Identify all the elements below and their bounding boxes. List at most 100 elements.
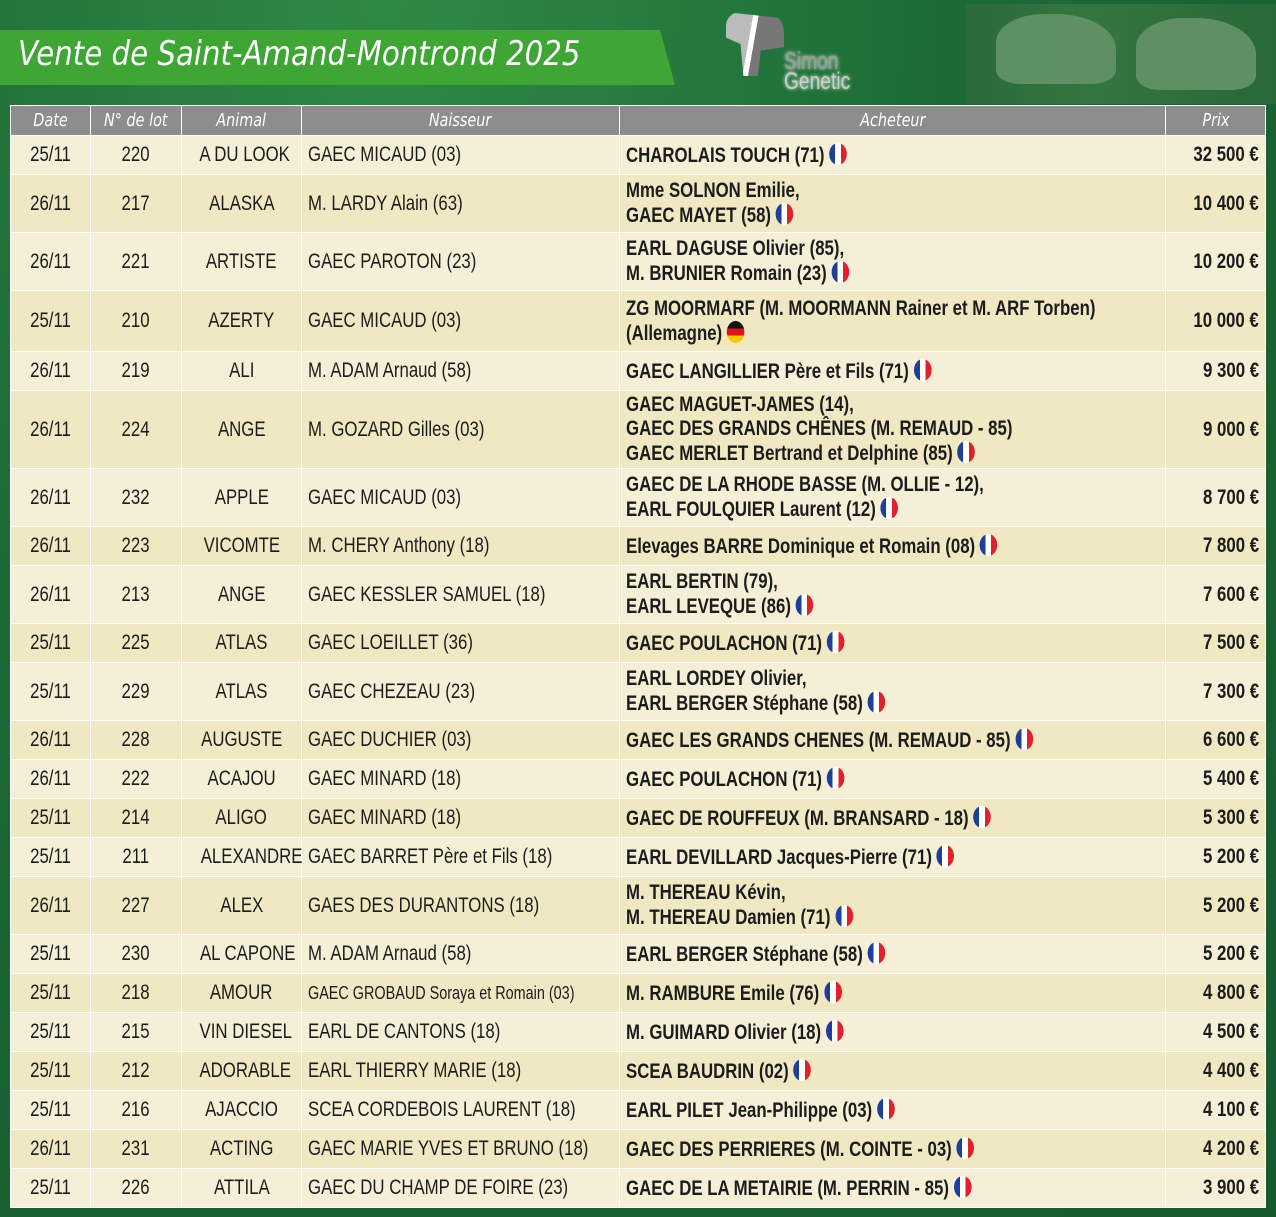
animal-cell: ARTISTE [181, 232, 302, 291]
acheteur-cell: GAEC POULACHON (71) [619, 759, 1166, 799]
animal-cell: ANGE [181, 565, 302, 624]
acheteur-line: SCEA BAUDRIN (02) [626, 1058, 812, 1084]
animal-cell: ALASKA [181, 174, 302, 233]
animal-cell: A DU LOOK [181, 135, 302, 175]
prix-cell: 4 800 € [1165, 973, 1266, 1013]
acheteur-line: M. GUIMARD Olivier (18) [626, 1019, 844, 1045]
acheteur-line: GAEC DE ROUFFEUX (M. BRANSARD - 18) [626, 805, 991, 831]
acheteur-cell: M. RAMBURE Emile (76) [619, 973, 1166, 1013]
lot-cell: 223 [90, 526, 182, 566]
naisseur-cell: GAEC MICAUD (03) [301, 468, 620, 527]
lot-cell: 210 [90, 290, 182, 352]
animal-cell: VICOMTE [181, 526, 302, 566]
naisseur-cell: GAEC DUCHIER (03) [301, 720, 620, 760]
acheteur-line: EARL FOULQUIER Laurent (12) [626, 497, 899, 522]
animal-cell: AL CAPONE [181, 934, 302, 974]
acheteur-line: GAEC LANGILLIER Père et Fils (71) [626, 358, 932, 384]
animal-cell: ATLAS [181, 623, 302, 663]
acheteur-cell: Mme SOLNON Emilie, GAEC MAYET (58) [619, 174, 1166, 233]
prix-cell: 4 500 € [1165, 1012, 1266, 1052]
date-cell: 26/11 [10, 526, 91, 566]
naisseur-cell: GAEC KESSLER SAMUEL (18) [301, 565, 620, 624]
acheteur-line: EARL BERGER Stéphane (58) [626, 941, 886, 967]
naisseur-cell: EARL DE CANTONS (18) [301, 1012, 620, 1052]
date-cell: 25/11 [10, 1051, 91, 1091]
france-flag-icon [1015, 727, 1033, 750]
france-flag-icon [956, 1136, 975, 1159]
acheteur-cell: GAEC MAGUET-JAMES (14), GAEC DES GRANDS C… [619, 390, 1166, 469]
date-cell: 25/11 [10, 934, 91, 974]
table-row: 26/11 231 ACTING GAEC MARIE YVES ET BRUNO (… [10, 1129, 1266, 1169]
acheteur-cell: M. GUIMARD Olivier (18) [619, 1012, 1166, 1052]
acheteur-cell: SCEA BAUDRIN (02) [619, 1051, 1166, 1091]
acheteur-line: EARL BERTIN (79), [626, 570, 778, 593]
header-lot: N° de lot [90, 105, 182, 136]
table-row: 26/11 227 ALEX GAES DES DURANTONS (18) M. TH… [10, 876, 1266, 935]
simon-genetic-logo: Simon Genetic [718, 8, 868, 98]
lot-cell: 215 [90, 1012, 182, 1052]
acheteur-cell: Elevages BARRE Dominique et Romain (08) [619, 526, 1166, 566]
acheteur-cell: EARL PILET Jean-Philippe (03) [619, 1090, 1166, 1130]
table-row: 25/11 210 AZERTY GAEC MICAUD (03) ZG MOORMAR… [10, 290, 1266, 352]
acheteur-line: EARL DAGUSE Olivier (85), [626, 237, 845, 260]
lot-cell: 218 [90, 973, 182, 1013]
date-cell: 25/11 [10, 1012, 91, 1052]
acheteur-line: EARL LEVEQUE (86) [626, 594, 814, 619]
acheteur-line: GAEC POULACHON (71) [626, 766, 845, 792]
lot-cell: 224 [90, 390, 182, 469]
sales-table: Date N° de lot Animal Naisseur Acheteur … [10, 105, 1266, 1208]
animal-cell: ATTILA [181, 1168, 302, 1208]
table-row: 25/11 220 A DU LOOK GAEC MICAUD (03) CHAROLA… [10, 135, 1266, 175]
acheteur-line: GAEC DES PERRIERES (M. COINTE - 03) [626, 1136, 975, 1162]
acheteur-cell: EARL BERTIN (79), EARL LEVEQUE (86) [619, 565, 1166, 624]
prix-cell: 10 400 € [1165, 174, 1266, 233]
table-row: 25/11 226 ATTILA GAEC DU CHAMP DE FOIRE (23… [10, 1168, 1266, 1208]
animal-cell: ALEX [181, 876, 302, 935]
acheteur-cell: ZG MOORMARF (M. MOORMANN Rainer et M. AR… [619, 290, 1166, 352]
table-row: 26/11 228 AUGUSTE GAEC DUCHIER (03) GAEC LES… [10, 720, 1266, 760]
acheteur-line: GAEC POULACHON (71) [626, 630, 845, 656]
prix-cell: 7 500 € [1165, 623, 1266, 663]
naisseur-cell: GAEC DU CHAMP DE FOIRE (23) [301, 1168, 620, 1208]
naisseur-cell: GAEC MICAUD (03) [301, 135, 620, 175]
acheteur-cell: GAEC POULACHON (71) [619, 623, 1166, 663]
acheteur-line: Mme SOLNON Emilie, [626, 179, 800, 202]
prix-cell: 9 300 € [1165, 351, 1266, 391]
france-flag-icon [880, 497, 899, 519]
table-row: 25/11 230 AL CAPONE M. ADAM Arnaud (58) EARL… [10, 934, 1266, 974]
acheteur-line: EARL LORDEY Olivier, [626, 667, 807, 690]
prix-cell: 5 200 € [1165, 837, 1266, 877]
prix-cell: 3 900 € [1165, 1168, 1266, 1208]
prix-cell: 5 400 € [1165, 759, 1266, 799]
acheteur-line: GAEC MERLET Bertrand et Delphine (85) [626, 441, 976, 466]
acheteur-cell: EARL BERGER Stéphane (58) [619, 934, 1166, 974]
animal-cell: ACTING [181, 1129, 302, 1169]
france-flag-icon [979, 533, 998, 556]
animal-cell: VIN DIESEL [181, 1012, 302, 1052]
prix-cell: 5 200 € [1165, 934, 1266, 974]
acheteur-line: CHAROLAIS TOUCH (71) [626, 142, 847, 168]
acheteur-cell: GAEC DE LA RHODE BASSE (M. OLLIE - 12), E… [619, 468, 1166, 527]
prix-cell: 4 200 € [1165, 1129, 1266, 1169]
france-flag-icon [913, 358, 932, 381]
prix-cell: 10 000 € [1165, 290, 1266, 352]
animal-cell: APPLE [181, 468, 302, 527]
table-row: 25/11 212 ADORABLE EARL THIERRY MARIE (18) S… [10, 1051, 1266, 1091]
france-flag-icon [826, 630, 845, 653]
acheteur-line: ZG MOORMARF (M. MOORMANN Rainer et M. AR… [626, 296, 1096, 320]
animal-cell: AZERTY [181, 290, 302, 352]
table-row: 26/11 232 APPLE GAEC MICAUD (03) GAEC DE LA … [10, 468, 1266, 527]
france-flag-icon [831, 261, 850, 283]
france-flag-icon [793, 1058, 812, 1081]
date-cell: 26/11 [10, 232, 91, 291]
date-cell: 26/11 [10, 1129, 91, 1169]
acheteur-line: GAEC DES GRANDS CHÊNES (M. REMAUD - 85) [626, 417, 1013, 440]
acheteur-line: Elevages BARRE Dominique et Romain (08) [626, 533, 998, 559]
animal-cell: ACAJOU [181, 759, 302, 799]
prix-cell: 6 600 € [1165, 720, 1266, 760]
acheteur-line: EARL BERGER Stéphane (58) [626, 691, 886, 716]
prix-cell: 7 600 € [1165, 565, 1266, 624]
france-flag-icon [876, 1097, 895, 1120]
prix-cell: 7 300 € [1165, 662, 1266, 721]
acheteur-cell: EARL DEVILLARD Jacques-Pierre (71) [619, 837, 1166, 877]
